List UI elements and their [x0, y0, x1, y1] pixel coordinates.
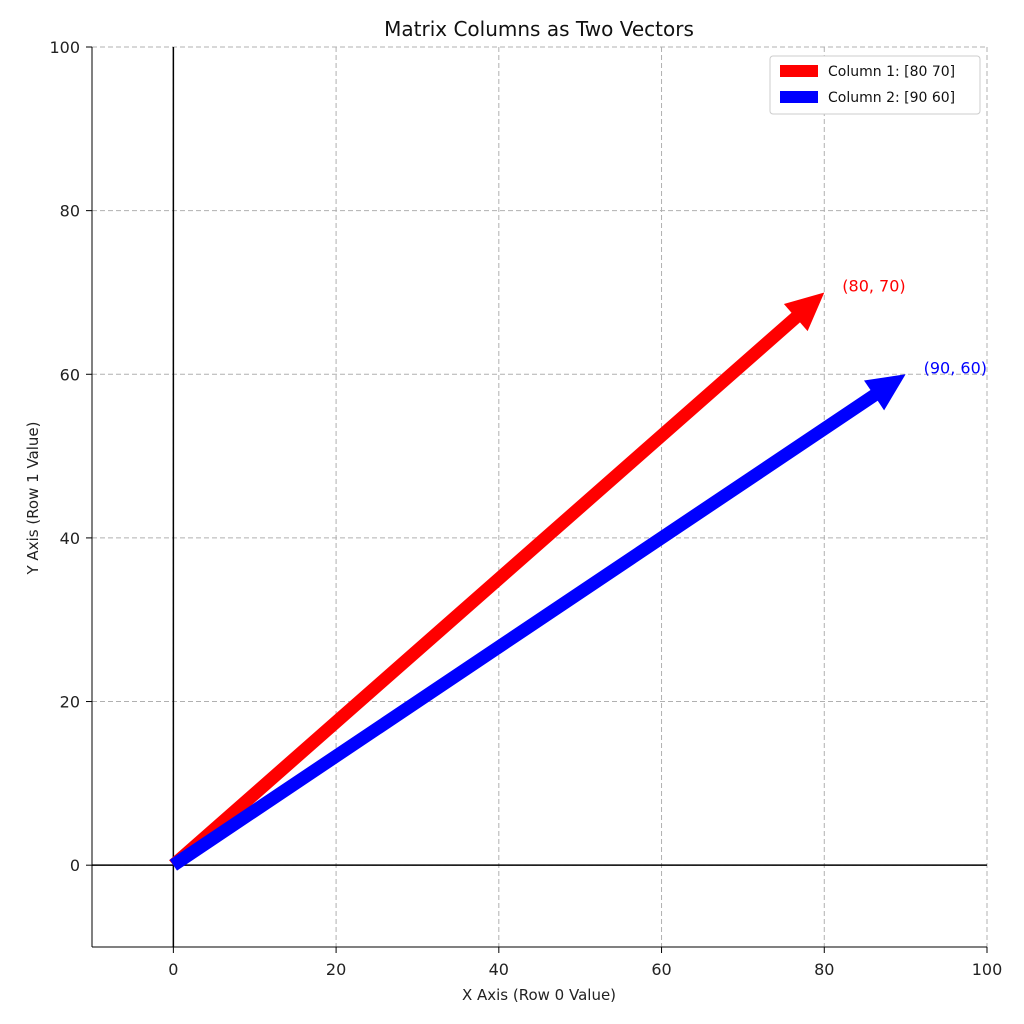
y-axis-title: Y Axis (Row 1 Value) [24, 422, 42, 576]
vector-arrow-series-1 [169, 292, 825, 871]
vector-endpoint-label-series-1: (80, 70) [842, 276, 905, 295]
chart-title: Matrix Columns as Two Vectors [384, 17, 694, 41]
legend-box [769, 55, 981, 115]
x-tick-label-4: 80 [814, 960, 834, 979]
y-tick-label-2: 40 [60, 529, 80, 548]
y-tick-label-3: 60 [60, 365, 80, 384]
legend-label-series-1: Column 1: [80 70] [828, 64, 955, 80]
x-tick-label-1: 20 [326, 960, 346, 979]
y-tick-label-0: 0 [70, 856, 80, 875]
y-tick-label-5: 100 [49, 38, 80, 57]
ticks: 0 20 40 60 80 100 0 20 40 60 80 100 [49, 38, 1002, 979]
vector-arrow-series-2 [169, 374, 906, 871]
legend-swatch-series-2 [780, 91, 818, 103]
x-tick-label-2: 40 [489, 960, 509, 979]
x-tick-label-0: 0 [168, 960, 178, 979]
x-axis-title: X Axis (Row 0 Value) [462, 986, 616, 1004]
axes [91, 47, 987, 948]
legend: Column 1: [80 70] Column 2: [90 60] [769, 55, 981, 115]
x-tick-label-3: 60 [651, 960, 671, 979]
vector-endpoint-label-series-2: (90, 60) [924, 358, 987, 377]
y-tick-label-1: 20 [60, 693, 80, 712]
legend-swatch-series-1 [780, 65, 818, 77]
x-tick-label-5: 100 [972, 960, 1003, 979]
y-tick-label-4: 80 [60, 202, 80, 221]
vectors: (80, 70) (90, 60) [169, 276, 987, 871]
legend-label-series-2: Column 2: [90 60] [828, 90, 955, 106]
